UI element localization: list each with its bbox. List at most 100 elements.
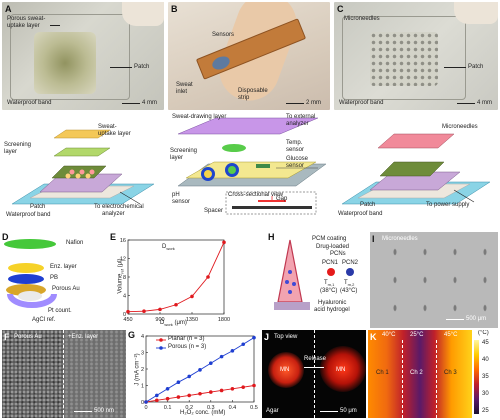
panel-i: I Microneedles 500 μm bbox=[370, 232, 498, 328]
j-release-label: Release bbox=[304, 356, 327, 362]
h-svg bbox=[274, 239, 354, 310]
g-legend-porous: Porous (n = 3) bbox=[168, 344, 207, 350]
k-thermal-image bbox=[368, 330, 472, 418]
e-ylabel: Volumeref (μl) bbox=[117, 259, 125, 294]
panel-a-label: A bbox=[5, 4, 12, 14]
panel-j-label: J bbox=[264, 332, 270, 342]
a2-band-label: Waterproof band bbox=[6, 212, 51, 218]
panel-e: E 0 4 8 12 16 450 900 1350 1800 Dwork Volumeref … bbox=[110, 232, 230, 328]
k-unit-label: (°C) bbox=[478, 330, 489, 336]
a2-uptake-label-2: uptake layer bbox=[98, 131, 131, 137]
b2-external-label-2: analyzer bbox=[286, 121, 309, 127]
scale-bar bbox=[122, 103, 140, 104]
data-point bbox=[219, 354, 224, 359]
j-mn2-glow bbox=[320, 346, 366, 392]
c2-micro-label: Microneedles bbox=[442, 124, 478, 130]
k-ch3-label: Ch 3 bbox=[444, 370, 457, 376]
b-schematic-svg bbox=[177, 117, 327, 215]
k-tick-45: 45 bbox=[482, 340, 489, 346]
x-tick-label: 0.3 bbox=[207, 405, 215, 411]
data-point bbox=[165, 387, 170, 391]
a2-to-label-2: analyzer bbox=[102, 211, 125, 217]
data-point bbox=[176, 395, 181, 399]
g-ylabel: J (mA cm⁻²) bbox=[134, 353, 141, 386]
j-mn1-glow bbox=[268, 352, 304, 388]
f-scale-label: 500 nm bbox=[94, 408, 115, 414]
b2-external-label: To external bbox=[286, 114, 316, 120]
panel-j: J Top view MN Release MN Agar 50 μm bbox=[262, 330, 366, 418]
data-point bbox=[241, 342, 245, 347]
scale-label: 4 mm bbox=[142, 100, 157, 106]
x-tick-label: 1350 bbox=[186, 317, 198, 323]
x-tick-label: 900 bbox=[155, 317, 164, 323]
porous-layer-label: Porous sweat- bbox=[7, 16, 46, 22]
i-title: Microneedles bbox=[382, 236, 418, 242]
k-divider-2 bbox=[436, 340, 437, 418]
b2-ph-label-2: sensor bbox=[172, 199, 191, 205]
hand-image bbox=[122, 2, 164, 26]
x-tick-label: 0.1 bbox=[164, 405, 172, 411]
c-scale-label: 4 mm bbox=[477, 100, 492, 106]
y-tick-label: 0 bbox=[123, 312, 126, 318]
panel-i-label: I bbox=[372, 234, 375, 244]
data-point bbox=[165, 396, 170, 401]
legend-marker bbox=[159, 346, 163, 350]
i-scale: 500 μm bbox=[466, 316, 487, 322]
e-dwork-label: Dwork bbox=[162, 244, 175, 252]
k-tick-30: 30 bbox=[482, 391, 489, 397]
data-point bbox=[174, 302, 178, 307]
porous-layer-label-2: uptake layer bbox=[7, 23, 40, 29]
y-tick-label: 8 bbox=[123, 275, 126, 281]
a2-screening-label-2: layer bbox=[4, 149, 18, 155]
j-scale-bar bbox=[320, 411, 338, 412]
a2-patch-label: Patch bbox=[30, 204, 46, 210]
k-ch1-label: Ch 1 bbox=[376, 370, 389, 376]
a2-screening-label: Screening bbox=[4, 142, 32, 148]
b2-glucose-label: Glucose bbox=[286, 156, 309, 162]
h-tm1-val: (38°C) bbox=[320, 288, 338, 294]
b2-ph-label: pH bbox=[172, 192, 180, 198]
panel-e-label: E bbox=[110, 232, 117, 242]
b2-spacer-label: Spacer bbox=[204, 208, 224, 214]
microneedles-label: Microneedles bbox=[344, 16, 380, 22]
e-xlabel-main: D bbox=[160, 320, 165, 326]
panel-h: H PCM coating Drug-loaded PCNs PCN1 PCN2… bbox=[268, 232, 368, 328]
data-point bbox=[209, 390, 213, 394]
sensors-label: Sensors bbox=[212, 32, 235, 38]
h-tm2-val: (43°C) bbox=[340, 288, 358, 294]
y-tick-label: 3 bbox=[141, 351, 144, 357]
d-pb-label: PB bbox=[50, 275, 59, 281]
panel-h-label: H bbox=[268, 232, 275, 242]
x-tick-label: 450 bbox=[123, 317, 132, 323]
g-legend-planar: Planar (n = 3) bbox=[168, 336, 205, 342]
d-enz-label: Enz. layer bbox=[50, 264, 77, 270]
data-point bbox=[126, 309, 130, 314]
patch-image bbox=[34, 32, 96, 94]
y-tick-label: 4 bbox=[123, 294, 126, 300]
y-tick-label: 0 bbox=[141, 400, 144, 406]
band-label: Waterproof band bbox=[7, 100, 52, 106]
h-tm2-main: T bbox=[344, 280, 348, 286]
k-tick-25: 25 bbox=[482, 408, 489, 414]
c2-patch-label: Patch bbox=[360, 202, 376, 208]
f-image-right bbox=[64, 330, 126, 418]
b2-gap-label: Gap bbox=[276, 196, 288, 202]
panel-k-label: K bbox=[370, 332, 377, 342]
data-point bbox=[155, 393, 159, 398]
microneedle-array-image bbox=[370, 32, 438, 86]
panel-a-schematic: Screening layer Sweat- uptake layer Patc… bbox=[2, 112, 164, 220]
data-point bbox=[187, 374, 191, 379]
e-dwork-main: D bbox=[162, 244, 167, 250]
data-point bbox=[230, 349, 235, 353]
j-mn2-label: MN bbox=[336, 367, 346, 373]
k-tick-35: 35 bbox=[482, 374, 489, 380]
c-patch-label: Patch bbox=[468, 64, 484, 70]
chart-g: 0 1 2 3 4 0 0.1 0.2 0.3 0.4 0.5 bbox=[141, 334, 258, 411]
j-mn1-label: MN bbox=[280, 367, 290, 373]
k-divider-1 bbox=[402, 340, 403, 418]
data-point bbox=[144, 400, 148, 404]
x-tick-label: 0.2 bbox=[185, 405, 193, 411]
data-point bbox=[198, 391, 202, 396]
f-image-left bbox=[2, 330, 64, 418]
h-ha-label: Hyaluronic bbox=[318, 300, 347, 306]
